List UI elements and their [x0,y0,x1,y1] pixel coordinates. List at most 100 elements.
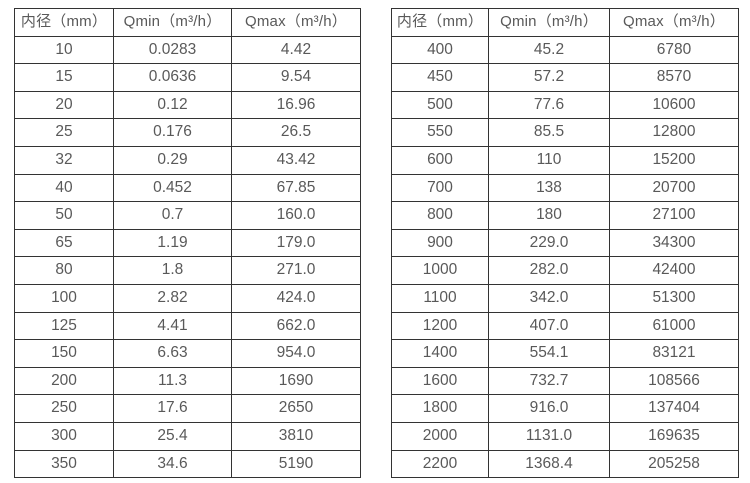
cell-diameter: 125 [14,311,114,341]
cell-diameter: 500 [391,90,489,120]
cell-diameter: 50 [14,201,114,230]
cell-qmax: 205258 [609,449,739,479]
cell-diameter: 250 [14,394,114,423]
col-header-qmin: Qmin（m³/h） [488,8,610,37]
cell-qmin: 1.8 [113,256,232,285]
cell-diameter: 15 [14,63,114,92]
cell-qmax: 42400 [609,256,739,285]
cell-qmin: 6.63 [113,339,232,368]
table-row: 150 6.63 954.0 [14,339,361,368]
cell-qmax: 15200 [609,145,739,175]
table-row: 10 0.0283 4.42 [14,35,361,65]
cell-diameter: 1000 [391,256,489,285]
header-row: 内径（mm） Qmin（m³/h） Qmax（m³/h） [14,8,361,37]
table-row: 1600 732.7 108566 [391,366,739,396]
cell-qmin: 57.2 [488,63,610,92]
table-row: 900 229.0 34300 [391,228,739,258]
table-row: 1100 342.0 51300 [391,283,739,313]
cell-qmax: 662.0 [231,311,361,341]
cell-qmin: 0.7 [113,201,232,230]
cell-diameter: 40 [14,173,114,203]
table-row: 550 85.5 12800 [391,118,739,147]
cell-diameter: 1200 [391,311,489,341]
cell-qmin: 1.19 [113,228,232,258]
cell-diameter: 20 [14,90,114,120]
cell-qmin: 282.0 [488,256,610,285]
col-header-qmax: Qmax（m³/h） [609,8,739,37]
tables-container: 内径（mm） Qmin（m³/h） Qmax（m³/h） 10 0.0283 4.4… [14,8,739,479]
cell-qmin: 25.4 [113,421,232,451]
cell-qmin: 45.2 [488,35,610,65]
cell-qmin: 0.452 [113,173,232,203]
table-row: 350 34.6 5190 [14,449,361,479]
cell-qmax: 954.0 [231,339,361,368]
cell-qmax: 43.42 [231,145,361,175]
cell-qmax: 108566 [609,366,739,396]
table-row: 1200 407.0 61000 [391,311,739,341]
cell-qmax: 424.0 [231,283,361,313]
cell-qmax: 67.85 [231,173,361,203]
table-row: 300 25.4 3810 [14,421,361,451]
flow-table-left: 内径（mm） Qmin（m³/h） Qmax（m³/h） 10 0.0283 4.4… [14,8,361,479]
table-row: 1800 916.0 137404 [391,394,739,423]
cell-diameter: 400 [391,35,489,65]
cell-qmax: 51300 [609,283,739,313]
table-row: 20 0.12 16.96 [14,90,361,120]
cell-qmax: 271.0 [231,256,361,285]
cell-diameter: 32 [14,145,114,175]
cell-qmin: 110 [488,145,610,175]
cell-qmin: 2.82 [113,283,232,313]
table-row: 1400 554.1 83121 [391,339,739,368]
cell-qmin: 4.41 [113,311,232,341]
cell-qmax: 4.42 [231,35,361,65]
cell-qmin: 407.0 [488,311,610,341]
cell-diameter: 550 [391,118,489,147]
col-header-diameter: 内径（mm） [391,8,489,37]
header-row: 内径（mm） Qmin（m³/h） Qmax（m³/h） [391,8,739,37]
cell-diameter: 450 [391,63,489,92]
cell-qmin: 0.0636 [113,63,232,92]
flow-table-left-header: 内径（mm） Qmin（m³/h） Qmax（m³/h） [14,8,361,37]
cell-diameter: 150 [14,339,114,368]
cell-qmin: 916.0 [488,394,610,423]
cell-qmax: 179.0 [231,228,361,258]
table-row: 400 45.2 6780 [391,35,739,65]
cell-diameter: 600 [391,145,489,175]
cell-diameter: 1400 [391,339,489,368]
cell-diameter: 10 [14,35,114,65]
cell-qmin: 0.12 [113,90,232,120]
cell-diameter: 900 [391,228,489,258]
flow-table-right: 内径（mm） Qmin（m³/h） Qmax（m³/h） 400 45.2 6780… [391,8,739,479]
cell-diameter: 2200 [391,449,489,479]
cell-qmin: 34.6 [113,449,232,479]
col-header-qmin: Qmin（m³/h） [113,8,232,37]
cell-diameter: 200 [14,366,114,396]
table-row: 250 17.6 2650 [14,394,361,423]
table-row: 40 0.452 67.85 [14,173,361,203]
cell-qmin: 17.6 [113,394,232,423]
cell-qmax: 16.96 [231,90,361,120]
cell-qmax: 137404 [609,394,739,423]
table-row: 600 110 15200 [391,145,739,175]
cell-qmax: 83121 [609,339,739,368]
table-row: 50 0.7 160.0 [14,201,361,230]
table-row: 80 1.8 271.0 [14,256,361,285]
table-row: 15 0.0636 9.54 [14,63,361,92]
cell-qmax: 1690 [231,366,361,396]
cell-diameter: 350 [14,449,114,479]
table-row: 700 138 20700 [391,173,739,203]
cell-qmin: 229.0 [488,228,610,258]
cell-qmax: 3810 [231,421,361,451]
table-row: 450 57.2 8570 [391,63,739,92]
col-header-diameter: 内径（mm） [14,8,114,37]
flow-table-right-body: 400 45.2 6780 450 57.2 8570 500 77.6 10600 550 85.… [391,35,739,479]
table-row: 500 77.6 10600 [391,90,739,120]
cell-qmax: 6780 [609,35,739,65]
cell-qmin: 138 [488,173,610,203]
cell-diameter: 100 [14,283,114,313]
table-row: 100 2.82 424.0 [14,283,361,313]
table-row: 1000 282.0 42400 [391,256,739,285]
table-row: 2200 1368.4 205258 [391,449,739,479]
cell-diameter: 800 [391,201,489,230]
table-row: 125 4.41 662.0 [14,311,361,341]
